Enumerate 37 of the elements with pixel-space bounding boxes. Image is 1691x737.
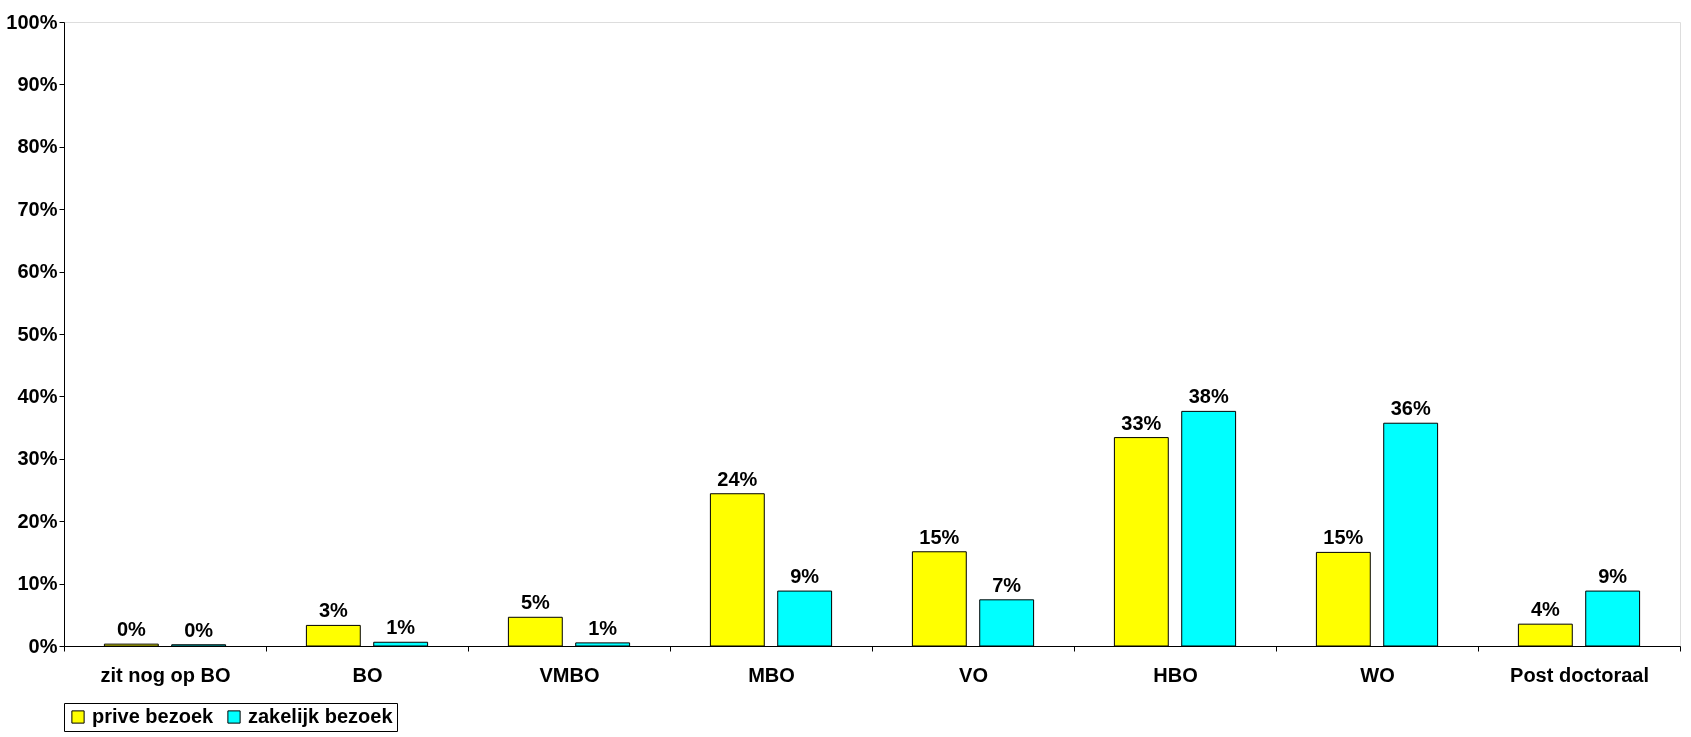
y-tick-label: 50% — [17, 322, 58, 345]
y-tick-label: 60% — [17, 260, 58, 283]
x-tick-label: MBO — [748, 663, 795, 686]
y-tick-label: 90% — [17, 72, 58, 95]
data-label: 3% — [318, 599, 348, 622]
y-tick-label: 10% — [17, 572, 58, 595]
y-tick-label: 70% — [17, 197, 58, 220]
data-label: 24% — [717, 467, 758, 490]
data-label: 15% — [919, 525, 960, 548]
data-label: 4% — [1530, 598, 1560, 621]
data-label: 0% — [184, 618, 214, 641]
data-label: 15% — [1323, 526, 1364, 549]
data-label: 1% — [588, 616, 618, 639]
y-tick-label: 30% — [17, 447, 58, 470]
x-tick-label: VMBO — [539, 663, 600, 686]
y-tick-label: 40% — [17, 384, 58, 407]
x-tick-label: WO — [1360, 663, 1395, 686]
y-tick-label: 0% — [28, 634, 58, 657]
y-tick-label: 100% — [6, 10, 58, 33]
legend-label: zakelijk bezoek — [248, 705, 394, 727]
y-tick-label: 80% — [17, 135, 58, 158]
data-label: 38% — [1188, 385, 1229, 408]
data-label: 5% — [520, 591, 550, 614]
y-tick-label: 20% — [17, 509, 58, 532]
data-label: 1% — [386, 616, 416, 639]
data-label: 9% — [790, 565, 820, 588]
data-label: 9% — [1598, 565, 1628, 588]
data-label: 7% — [992, 573, 1022, 596]
x-tick-label: Post doctoraal — [1510, 663, 1649, 686]
x-tick-label: BO — [352, 663, 383, 686]
data-label: 36% — [1390, 397, 1431, 420]
x-tick-label: VO — [959, 663, 988, 686]
data-label: 33% — [1121, 411, 1162, 434]
legend-label: prive bezoek — [92, 705, 215, 727]
x-tick-label: zit nog op BO — [100, 663, 231, 686]
x-tick-label: HBO — [1153, 663, 1198, 686]
data-label: 0% — [116, 618, 146, 641]
